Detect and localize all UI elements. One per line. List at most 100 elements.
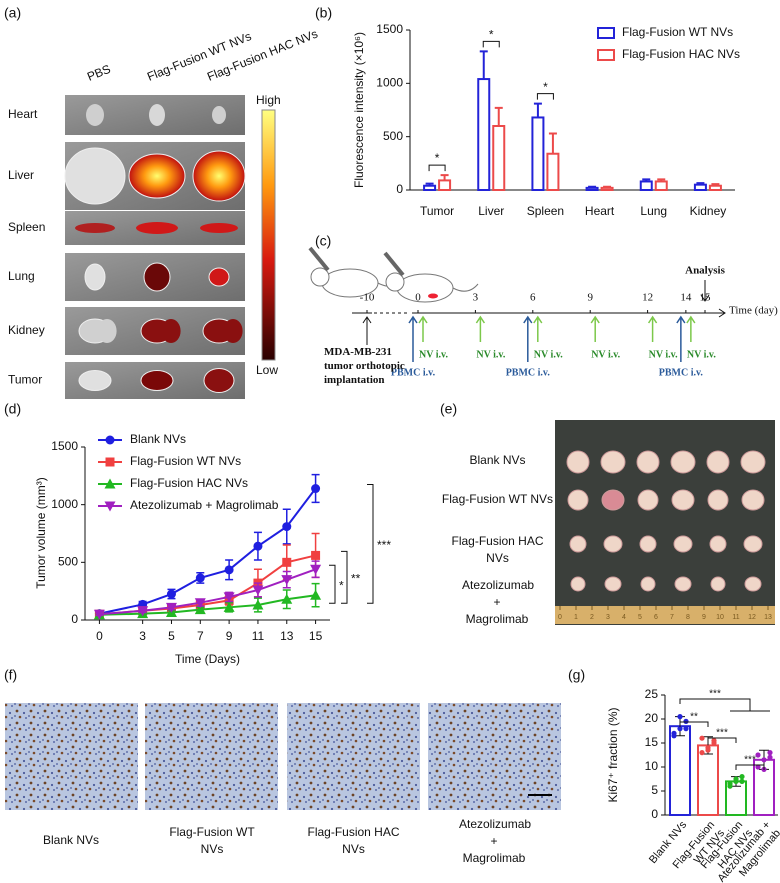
y-tick-label: 1500	[51, 439, 78, 453]
colorbar-low: Low	[256, 363, 278, 377]
bar	[546, 152, 560, 192]
significance: **	[351, 571, 361, 585]
marker	[224, 565, 234, 575]
x-tick-label: 9	[226, 629, 233, 643]
marker	[252, 585, 264, 596]
bar	[585, 186, 599, 192]
legend-swatch	[597, 27, 615, 39]
tumor	[636, 450, 660, 474]
marker	[93, 609, 105, 620]
y-tick-label: 1500	[376, 22, 403, 36]
tumor	[637, 489, 659, 511]
data-point	[755, 752, 761, 758]
day-label: 6	[530, 292, 536, 304]
error-bar	[711, 183, 720, 186]
group-label: Blank NVs	[42, 833, 100, 847]
significance: ***	[716, 728, 728, 739]
bar	[531, 116, 545, 191]
ruler-label: 7	[670, 614, 674, 621]
bar	[639, 180, 653, 191]
line	[99, 487, 317, 615]
day-label: 12	[642, 292, 653, 304]
ruler-label: 4	[622, 614, 626, 621]
data-point	[683, 726, 689, 732]
nv-label: NV i.v.	[419, 349, 448, 360]
group-label: Flag-Fusion WT NVs	[169, 825, 255, 856]
marker	[282, 557, 292, 567]
tumor-photo	[555, 420, 775, 625]
x-tick-label: Heart	[585, 204, 615, 218]
significance-bracket	[536, 93, 554, 100]
marker	[165, 602, 177, 613]
tumor	[604, 576, 622, 592]
legend-marker	[104, 478, 116, 489]
legend-label: Flag-Fusion WT NVs	[622, 25, 733, 39]
day-label: 0	[415, 292, 421, 304]
y-tick-label: 1000	[51, 497, 78, 511]
data-point	[733, 776, 739, 782]
y-tick-label: 500	[383, 129, 403, 143]
error-bar	[425, 182, 434, 186]
analysis-arrow	[700, 280, 710, 302]
ruler-label: 10	[716, 614, 724, 621]
row-label: Lung	[8, 269, 35, 283]
tumor	[428, 293, 438, 299]
marker	[253, 541, 263, 551]
marker	[310, 564, 322, 575]
marker	[282, 522, 292, 532]
y-tick-label: 500	[58, 555, 78, 569]
column-label: PBS	[85, 62, 113, 84]
organ	[212, 106, 226, 124]
significance: *	[543, 80, 548, 94]
group-label: Blank NVs	[469, 453, 526, 467]
ruler-label: 3	[606, 614, 610, 621]
column-label: Flag-Fusion WT NVs	[145, 29, 253, 84]
tumor	[744, 576, 762, 592]
organ	[136, 222, 178, 234]
x-tick-label: Tumor	[420, 204, 454, 218]
legend-label: Flag-Fusion HAC NVs	[130, 476, 248, 490]
nv-arrow	[475, 315, 486, 342]
y-tick-label: 0	[71, 612, 78, 626]
data-point	[755, 764, 761, 770]
row-label: Tumor	[8, 373, 42, 387]
tumor	[600, 450, 626, 474]
histology-image	[5, 703, 138, 810]
y-tick-label: 5	[651, 783, 658, 797]
tumor	[566, 450, 590, 474]
nv-label: NV i.v.	[476, 349, 505, 360]
data-point	[671, 733, 677, 739]
error-bar	[548, 132, 557, 154]
x-tick-label: 11	[252, 629, 265, 643]
bar	[423, 184, 437, 192]
marker	[194, 604, 206, 615]
y-tick-label: 20	[645, 711, 659, 725]
y-axis-label: Fluorescence intensity (×10⁶)	[352, 32, 366, 188]
tumor	[706, 450, 730, 474]
significance: **	[690, 712, 698, 723]
significance: *	[435, 151, 440, 165]
histology-image	[287, 703, 420, 810]
legend-marker	[105, 435, 115, 445]
significance: ***	[709, 689, 721, 700]
ruler-label: 1	[574, 614, 578, 621]
significance-bracket	[428, 164, 446, 172]
marker	[137, 606, 149, 617]
tumor	[707, 489, 729, 511]
panel-label: (f)	[4, 667, 17, 683]
legend-marker	[105, 457, 115, 467]
marker	[311, 550, 321, 560]
error-bar	[494, 106, 503, 126]
data-point	[727, 781, 733, 787]
bar	[669, 725, 691, 817]
significance: ***	[377, 538, 391, 552]
x-tick-label: Lung	[640, 204, 667, 218]
legend-label: Flag-Fusion HAC NVs	[622, 47, 740, 61]
y-tick-label: 10	[645, 759, 659, 773]
x-tick-label: 13	[280, 629, 294, 643]
nv-arrow	[686, 315, 696, 342]
tumor	[603, 535, 623, 553]
significance: *	[489, 28, 494, 42]
